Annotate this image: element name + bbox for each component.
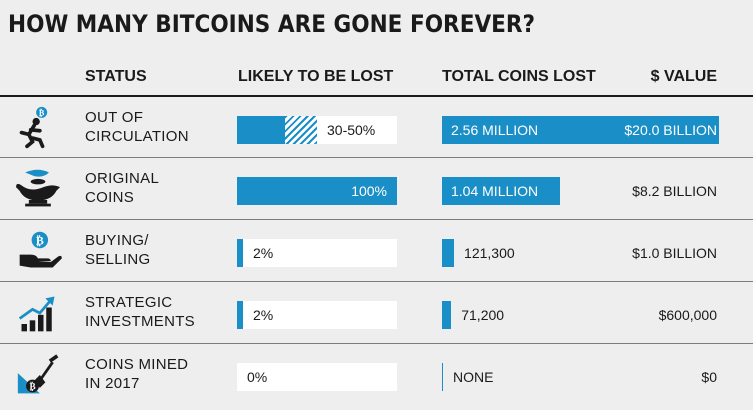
likely-lost-fill <box>237 116 285 144</box>
svg-text:₿: ₿ <box>36 234 44 248</box>
total-coins-label: 71,200 <box>461 307 505 323</box>
dollar-value-label: $0 <box>701 369 717 385</box>
likely-lost-fill <box>237 239 243 267</box>
likely-lost-label: 2% <box>253 307 274 323</box>
status-label: Buying/ Selling <box>85 232 151 268</box>
likely-lost-bar: 30-50% <box>237 116 397 144</box>
status-label: Original Coins <box>85 170 160 206</box>
column-header-likely-lost: LIKELY TO BE LOST <box>238 68 394 85</box>
status-label: Coins Mined in 2017 <box>85 356 189 392</box>
svg-text:₿: ₿ <box>39 108 45 118</box>
likely-lost-fill <box>237 301 243 329</box>
table-row: Original Coins 100% 1.04 MILLION $8.2 BILLI… <box>0 157 753 220</box>
total-coins-bar <box>442 239 455 267</box>
total-coins-bar <box>442 177 561 205</box>
total-coins-bar <box>442 363 443 391</box>
dollar-value-label: $1.0 BILLION <box>632 245 717 261</box>
likely-lost-label: 2% <box>253 245 274 261</box>
hand-bitcoin-icon: ₿ <box>10 229 66 273</box>
column-header-dollar-value: $ VALUE <box>650 68 717 85</box>
dollar-value-label: $600,000 <box>658 307 717 323</box>
table-row: Strategic Investments 2% 71,200 $600,000 <box>0 281 753 344</box>
dollar-value-label: $20.0 BILLION <box>624 122 717 138</box>
total-coins-bar <box>442 116 719 144</box>
shovel-bitcoin-icon: ₿ <box>10 353 66 397</box>
chart-title: HOW MANY BITCOINS ARE GONE FOREVER? <box>8 10 536 38</box>
table-row: ₿ Out of Circulation 30-50% 2.56 MILLION $20… <box>0 95 753 159</box>
likely-lost-bar: 100% <box>237 177 397 205</box>
total-coins-bar <box>442 301 452 329</box>
running-person-bitcoin-icon: ₿ <box>10 106 66 150</box>
dollar-value-label: $8.2 BILLION <box>632 183 717 199</box>
svg-text:₿: ₿ <box>29 382 35 393</box>
likely-lost-label: 0% <box>247 369 268 385</box>
genie-lamp-icon <box>10 167 66 211</box>
column-header-status: STATUS <box>85 68 147 85</box>
likely-lost-bar: 2% <box>237 301 397 329</box>
status-label: Strategic Investments <box>85 294 195 330</box>
total-coins-label: 121,300 <box>464 245 515 261</box>
table-row: ₿ Buying/ Selling 2% 121,300 $1.0 BILLION <box>0 219 753 282</box>
likely-lost-label: 30-50% <box>327 122 376 138</box>
total-coins-label: NONE <box>453 369 494 385</box>
likely-lost-bar: 0% <box>237 363 397 391</box>
table-row: ₿ Coins Mined in 2017 0% NONE $0 <box>0 343 753 406</box>
likely-lost-label: 100% <box>351 183 387 199</box>
column-header-total-coins-lost: TOTAL COINS LOST <box>442 68 596 85</box>
likely-lost-fill <box>237 177 397 205</box>
total-coins-label: 2.56 MILLION <box>451 122 539 138</box>
status-label: Out of Circulation <box>85 109 189 145</box>
likely-lost-bar: 2% <box>237 239 397 267</box>
total-coins-label: 1.04 MILLION <box>451 183 539 199</box>
likely-lost-range-hatch <box>285 116 317 144</box>
growth-chart-icon <box>10 291 66 335</box>
